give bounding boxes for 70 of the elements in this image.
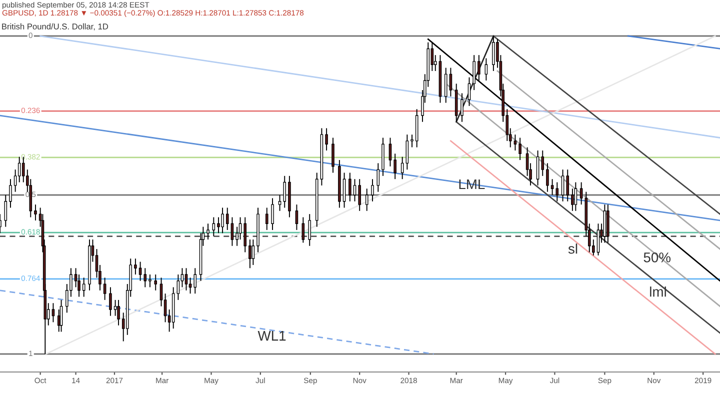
candlestick	[252, 239, 255, 266]
candlestick	[566, 169, 570, 202]
candlestick	[410, 134, 414, 148]
candlestick	[117, 299, 120, 326]
candlestick	[144, 268, 147, 288]
candlestick	[9, 178, 12, 208]
candlestick	[388, 137, 392, 167]
candlestick	[52, 302, 55, 323]
candlestick	[561, 169, 564, 202]
candlestick	[546, 162, 549, 192]
candlestick	[184, 268, 188, 291]
candlestick	[154, 274, 158, 291]
candlestick	[134, 258, 137, 275]
candlestick	[230, 216, 234, 246]
candlestick	[541, 150, 544, 176]
candlestick	[138, 261, 142, 282]
candlestick	[278, 194, 282, 212]
candlestick	[472, 54, 476, 91]
candlestick	[449, 67, 452, 97]
candlestick	[265, 207, 268, 230]
candlestick	[325, 128, 328, 151]
candlestick	[244, 216, 247, 253]
candlestick	[460, 92, 464, 122]
candlestick	[376, 162, 380, 192]
annotation: sl	[568, 244, 578, 254]
candlestick	[444, 67, 448, 104]
candlestick	[348, 172, 352, 202]
candlestick	[295, 204, 298, 230]
candlestick	[308, 214, 312, 246]
candlestick	[518, 137, 522, 161]
chart-title: British Pound/U.S. Dollar, 1D	[2, 23, 108, 30]
candlestick	[194, 268, 197, 294]
candlestick	[406, 134, 409, 170]
candlestick	[226, 207, 229, 230]
candlestick	[109, 286, 112, 316]
candlestick	[188, 277, 192, 294]
candlestick	[271, 198, 274, 230]
candlestick	[371, 178, 374, 202]
candlestick	[574, 182, 578, 212]
candlestick	[302, 216, 305, 244]
candlestick	[283, 175, 286, 208]
candlestick	[248, 239, 252, 269]
candlestick	[212, 216, 216, 237]
candlestick	[217, 216, 220, 234]
candlestick	[358, 178, 361, 212]
candlestick	[176, 274, 180, 300]
candlestick	[514, 134, 517, 151]
candlestick	[206, 223, 210, 240]
candlestick	[478, 54, 480, 82]
candlestick	[550, 178, 554, 196]
candlestick	[353, 178, 356, 202]
candlestick	[468, 76, 471, 106]
candlestick	[596, 223, 600, 256]
candlestick	[536, 150, 540, 186]
candlestick	[103, 277, 106, 300]
annotation: lml	[650, 286, 666, 297]
candlestick	[394, 153, 396, 180]
candlestick	[148, 274, 152, 288]
candlestick	[556, 182, 559, 202]
annotation: WL1	[258, 331, 286, 341]
candlestick	[492, 36, 495, 72]
annotation: 50%	[644, 252, 671, 262]
candlestick	[4, 194, 8, 228]
candlestick	[34, 204, 37, 221]
candlestick	[365, 188, 368, 212]
candlestick	[221, 207, 224, 234]
candlestick	[332, 137, 334, 174]
candlestick	[82, 277, 86, 298]
candlestick	[571, 188, 574, 212]
candlestick	[114, 299, 117, 316]
